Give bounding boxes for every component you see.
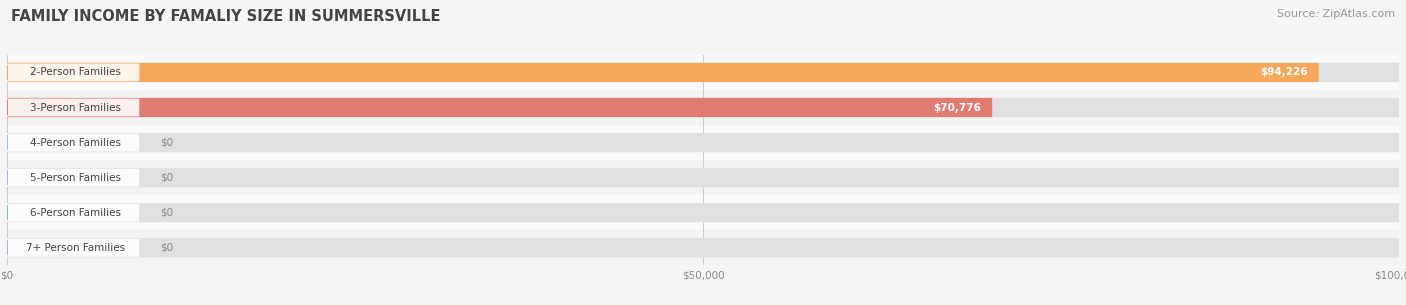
Bar — [7, 55, 1399, 90]
FancyBboxPatch shape — [7, 133, 1399, 152]
Bar — [7, 160, 1399, 195]
Text: 5-Person Families: 5-Person Families — [31, 173, 121, 183]
Bar — [7, 90, 1399, 125]
Text: Source: ZipAtlas.com: Source: ZipAtlas.com — [1277, 9, 1395, 19]
Bar — [7, 195, 1399, 230]
Text: 4-Person Families: 4-Person Families — [31, 138, 121, 148]
FancyBboxPatch shape — [7, 99, 139, 117]
FancyBboxPatch shape — [7, 63, 1319, 82]
Bar — [7, 125, 1399, 160]
Text: 7+ Person Families: 7+ Person Families — [27, 243, 125, 253]
FancyBboxPatch shape — [7, 63, 1399, 82]
Bar — [7, 230, 1399, 265]
FancyBboxPatch shape — [7, 168, 1399, 187]
FancyBboxPatch shape — [7, 238, 1399, 257]
Text: 3-Person Families: 3-Person Families — [31, 102, 121, 113]
Text: $0: $0 — [160, 208, 173, 218]
Text: $0: $0 — [160, 243, 173, 253]
Text: 6-Person Families: 6-Person Families — [31, 208, 121, 218]
Text: $94,226: $94,226 — [1260, 67, 1308, 77]
Text: 2-Person Families: 2-Person Families — [31, 67, 121, 77]
Text: $0: $0 — [160, 138, 173, 148]
FancyBboxPatch shape — [7, 239, 139, 257]
FancyBboxPatch shape — [7, 134, 139, 152]
FancyBboxPatch shape — [7, 203, 1399, 222]
FancyBboxPatch shape — [7, 204, 139, 222]
FancyBboxPatch shape — [7, 98, 993, 117]
FancyBboxPatch shape — [7, 63, 139, 81]
FancyBboxPatch shape — [7, 98, 1399, 117]
Text: FAMILY INCOME BY FAMALIY SIZE IN SUMMERSVILLE: FAMILY INCOME BY FAMALIY SIZE IN SUMMERS… — [11, 9, 440, 24]
Text: $70,776: $70,776 — [934, 102, 981, 113]
FancyBboxPatch shape — [7, 169, 139, 187]
Text: $0: $0 — [160, 173, 173, 183]
